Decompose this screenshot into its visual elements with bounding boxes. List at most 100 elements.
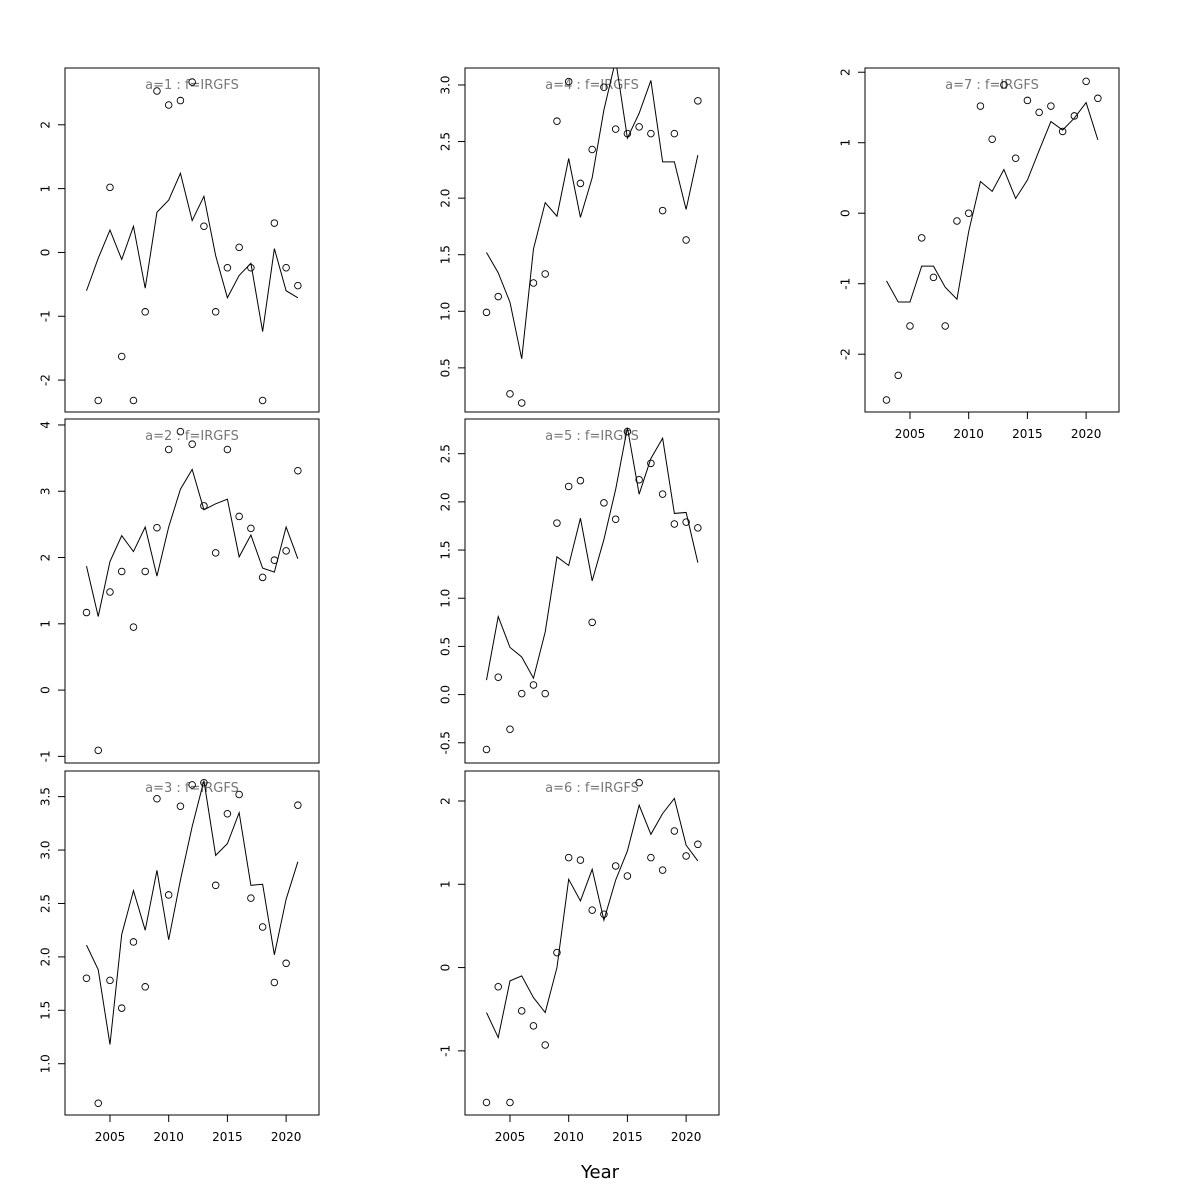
plot-frame (64, 770, 320, 1116)
point (270, 978, 279, 987)
point (1023, 96, 1032, 105)
point (129, 623, 138, 631)
point (564, 853, 573, 862)
point (164, 891, 173, 899)
point (635, 778, 643, 787)
point (600, 83, 608, 91)
point (976, 102, 985, 110)
y-tick-label: 0.5 (439, 637, 453, 656)
point (258, 923, 267, 931)
point (494, 982, 502, 991)
point (258, 573, 267, 582)
point (682, 236, 690, 244)
x-tick-label: 2010 (553, 1130, 584, 1144)
point (964, 209, 973, 217)
point (529, 279, 538, 287)
point (235, 790, 243, 799)
point (211, 549, 220, 557)
point (506, 725, 514, 734)
y-tick-label: 2.5 (439, 132, 453, 151)
y-tick-label: 2.0 (39, 947, 53, 966)
point (917, 234, 926, 242)
point (188, 781, 196, 789)
point (1094, 94, 1102, 103)
y-tick-label: 2 (39, 121, 53, 129)
point (282, 959, 290, 968)
point (82, 974, 91, 983)
x-axis-label: Year (580, 1162, 620, 1183)
y-tick-label: 1.5 (439, 541, 453, 560)
point (482, 745, 491, 754)
point (670, 827, 679, 835)
point (247, 894, 255, 902)
point (588, 145, 596, 154)
y-tick-label: 2.0 (439, 492, 453, 511)
point (623, 872, 632, 880)
point (223, 264, 232, 272)
y-tick-label: 3.5 (39, 787, 53, 806)
point (106, 183, 114, 192)
y-tick-label: -0.5 (439, 731, 453, 754)
point (682, 518, 690, 526)
point (200, 779, 208, 787)
point (670, 520, 679, 528)
point (553, 117, 561, 125)
point (117, 352, 126, 361)
point (247, 524, 255, 533)
point (282, 264, 290, 272)
y-tick-label: 3.0 (439, 75, 453, 94)
plot-frame (464, 770, 720, 1116)
y-tick-label: 4 (39, 421, 53, 429)
point (576, 856, 585, 864)
point (294, 281, 302, 290)
point (658, 490, 667, 498)
point (1070, 112, 1079, 120)
point (682, 852, 690, 860)
point (576, 476, 585, 485)
y-tick-label: 2.0 (439, 189, 453, 208)
point (235, 243, 243, 252)
panel: a=2 : f=IRGFS -1 0 1 2 3 4 (39, 418, 320, 764)
x-tick-label: 2010 (953, 427, 984, 441)
point (235, 512, 243, 521)
point (211, 308, 220, 316)
point (188, 78, 196, 86)
point (294, 801, 302, 809)
panel-title: a=4 : f=IRGFS (545, 78, 639, 93)
point (929, 273, 938, 282)
point (553, 519, 561, 527)
point (141, 567, 149, 576)
plot-frame (64, 418, 320, 764)
point (1047, 102, 1055, 110)
point (906, 322, 914, 330)
point (894, 371, 902, 380)
series-line (86, 171, 299, 332)
point (94, 746, 102, 755)
x-tick-label: 2015 (212, 1130, 243, 1144)
point (658, 866, 667, 874)
y-tick-label: 1 (839, 139, 853, 147)
point (541, 1041, 549, 1049)
y-tick-label: 0 (839, 209, 853, 217)
point (1035, 108, 1043, 117)
x-tick-label: 2015 (612, 1130, 643, 1144)
point (82, 608, 91, 617)
x-tick-label: 2010 (153, 1130, 184, 1144)
series-line (886, 101, 1099, 303)
plot-frame (864, 67, 1120, 413)
panel-title: a=6 : f=IRGFS (545, 781, 639, 796)
point (588, 618, 596, 627)
point (141, 983, 149, 991)
y-tick-label: -1 (439, 1045, 453, 1057)
point (129, 938, 138, 946)
point (153, 87, 161, 95)
y-tick-label: 2 (839, 68, 853, 76)
y-tick-label: 1 (39, 185, 53, 193)
point (635, 123, 643, 131)
point (600, 499, 608, 507)
point (494, 673, 502, 681)
point (694, 97, 702, 105)
point (94, 396, 102, 405)
